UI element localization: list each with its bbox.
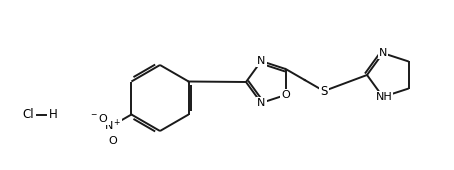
Text: Cl: Cl [22, 108, 34, 122]
Text: N$^+$: N$^+$ [104, 118, 121, 133]
Text: $^-$O: $^-$O [89, 112, 109, 124]
Text: S: S [320, 84, 328, 98]
Text: NH: NH [375, 92, 392, 102]
Text: N: N [257, 98, 266, 108]
Text: O: O [108, 135, 117, 146]
Text: N: N [257, 56, 266, 66]
Text: H: H [49, 108, 57, 122]
Text: N: N [379, 48, 387, 58]
Text: O: O [281, 90, 290, 100]
